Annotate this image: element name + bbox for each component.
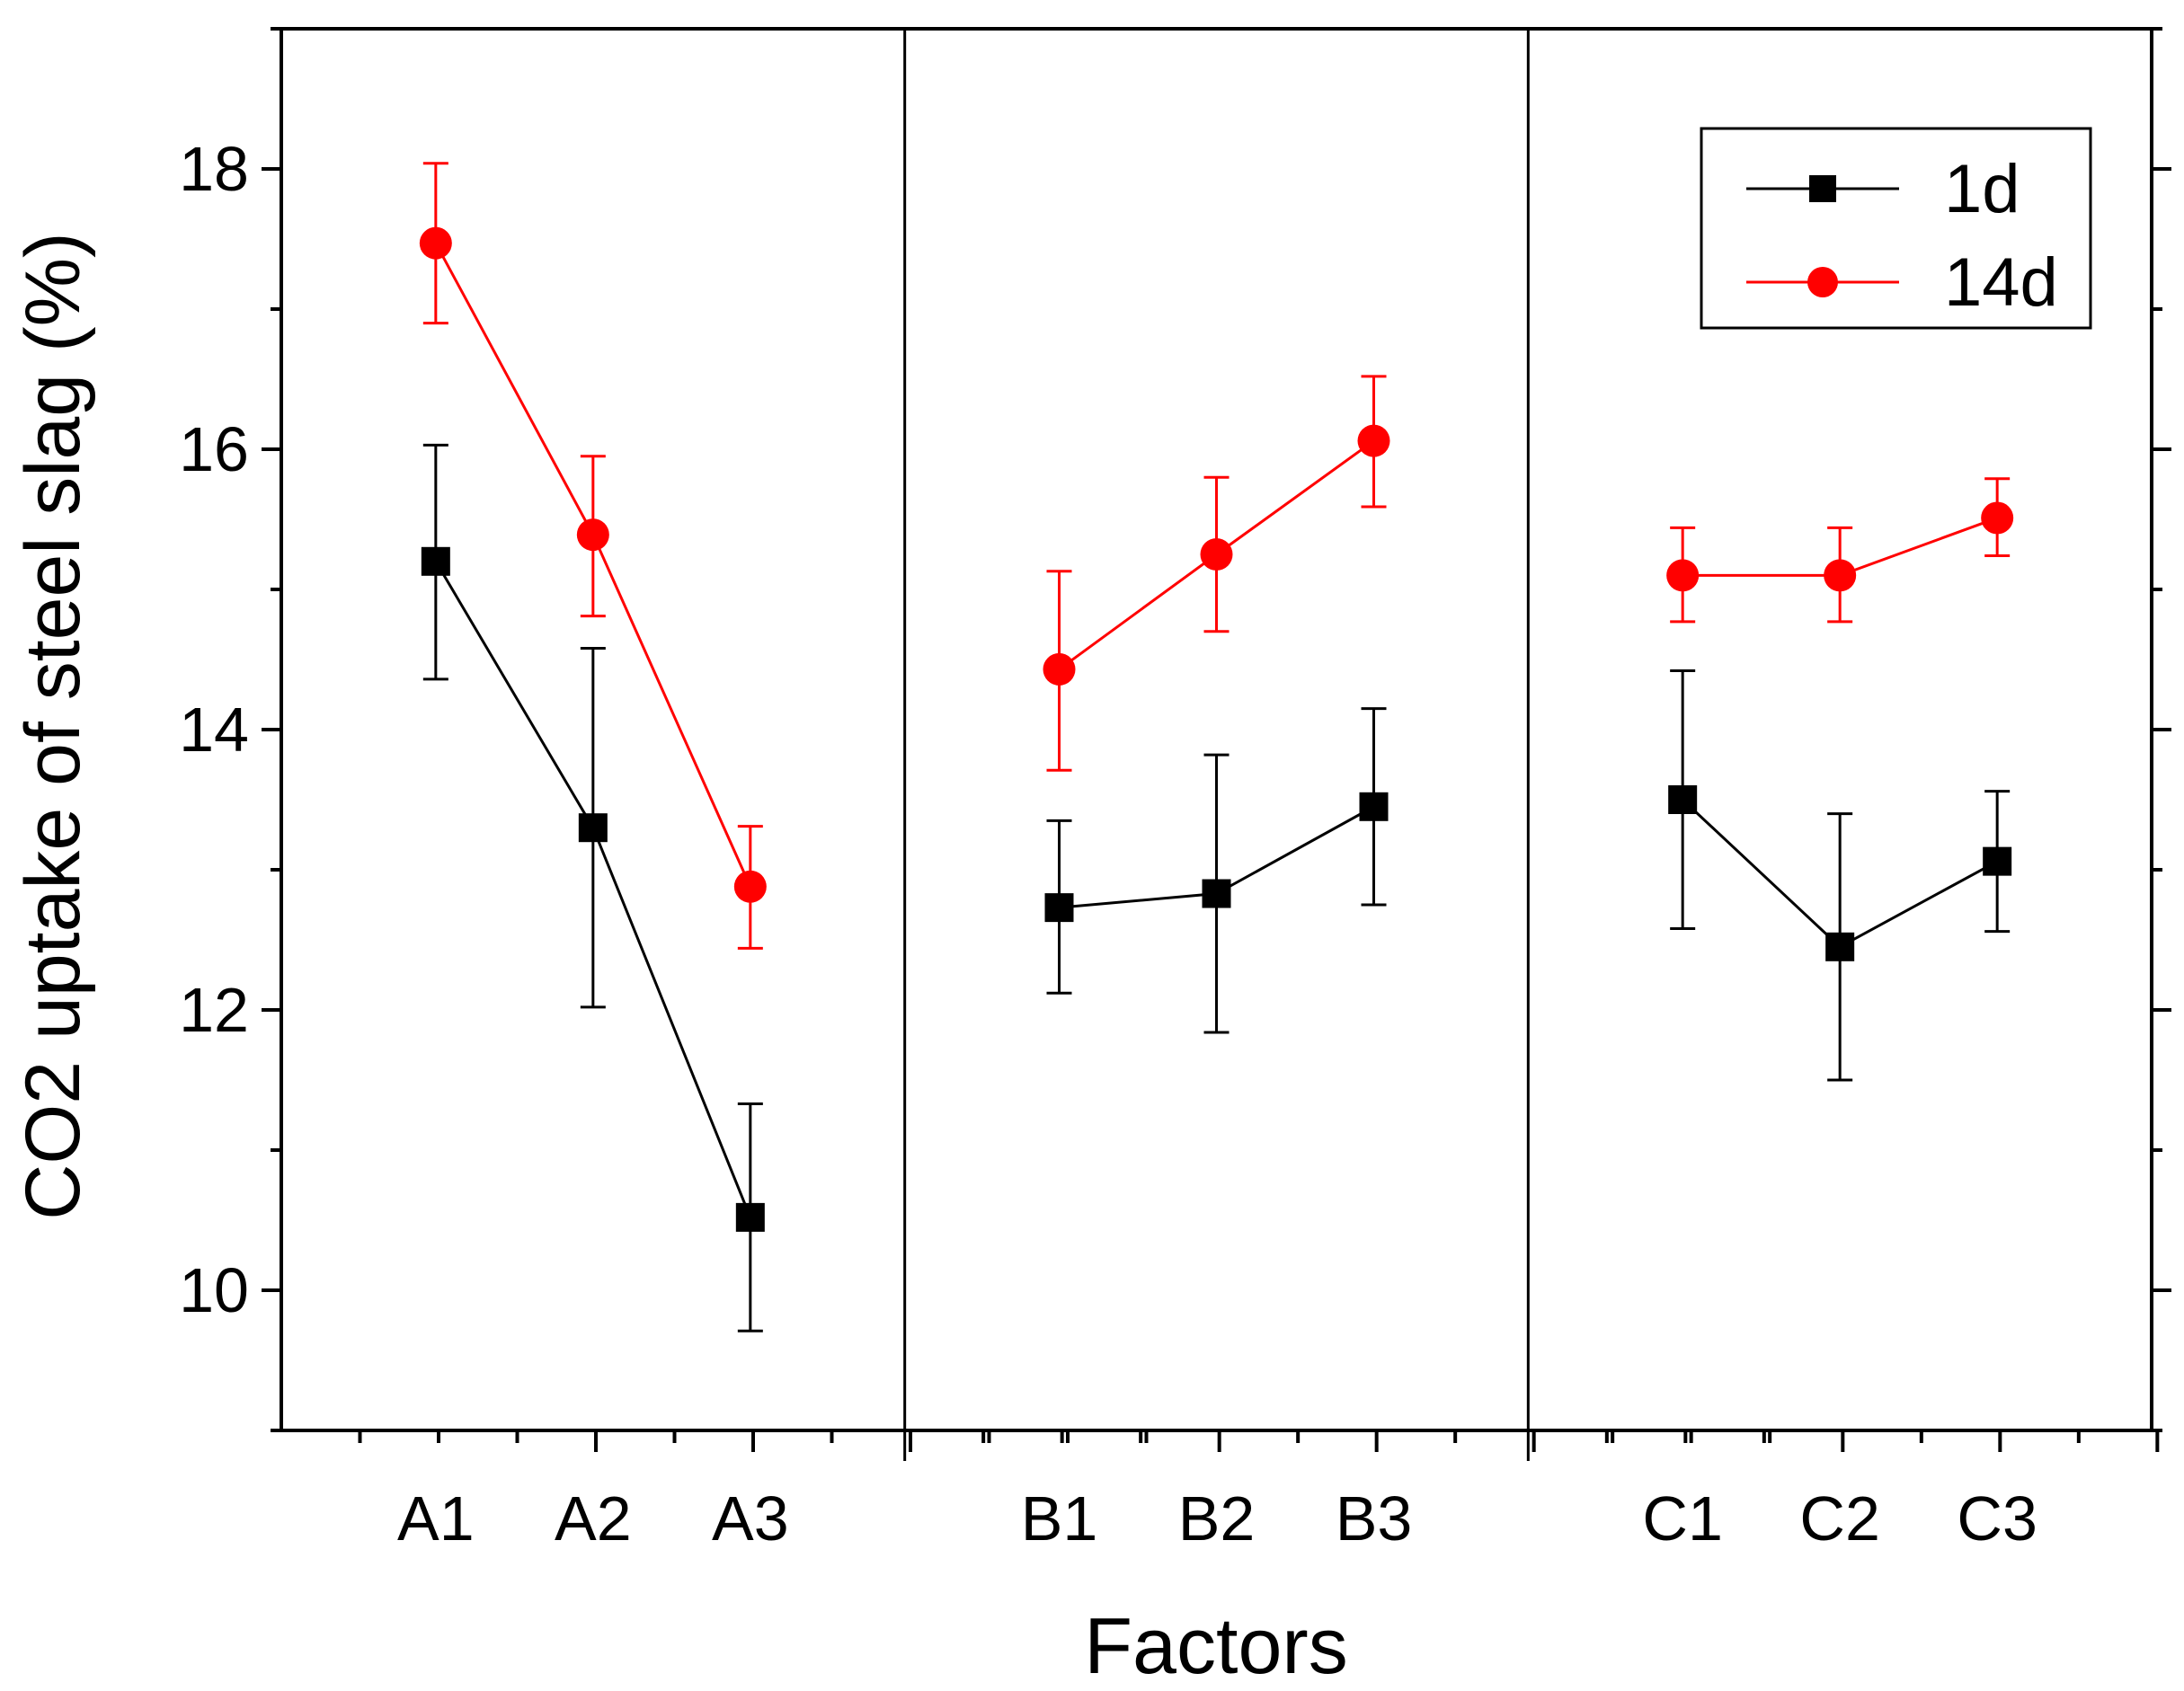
x-tick-label: A3 bbox=[712, 1483, 789, 1554]
series-1d-point bbox=[578, 813, 608, 843]
series-1d-point bbox=[1359, 792, 1389, 821]
series-1d-point bbox=[1983, 846, 2012, 876]
y-axis-ticks: 10 12 14 16 18 bbox=[179, 27, 2171, 1432]
y-axis-label: CO2 uptake of steel slag (%) bbox=[10, 232, 96, 1219]
series-14d-point bbox=[419, 226, 452, 260]
group-dividers bbox=[903, 29, 1530, 1461]
series-14d-point bbox=[1666, 559, 1700, 592]
series-1d bbox=[421, 443, 2012, 1332]
plot-frame bbox=[280, 27, 2153, 1432]
legend: 1d 14d bbox=[1700, 127, 2092, 330]
legend-label-14d: 14d bbox=[1944, 244, 2058, 321]
x-axis-label: Factors bbox=[1084, 1601, 1347, 1690]
series-14d-point bbox=[733, 870, 767, 903]
x-axis-ticks: A1 A2 A3 B1 B2 B3 C1 C2 C3 bbox=[358, 1430, 2160, 1554]
legend-marker-14d bbox=[1807, 267, 1838, 297]
y-tick-label: 10 bbox=[179, 1255, 249, 1325]
legend-box bbox=[1700, 127, 2092, 330]
y-tick-label: 14 bbox=[179, 695, 249, 765]
series-1d-point bbox=[1044, 893, 1074, 923]
legend-marker-1d bbox=[1809, 175, 1836, 202]
series-14d-point bbox=[1357, 424, 1390, 457]
legend-label-1d: 1d bbox=[1944, 151, 2020, 227]
plot-border bbox=[280, 27, 2153, 1432]
x-tick-label: B1 bbox=[1021, 1483, 1098, 1554]
series-1d-point bbox=[735, 1202, 765, 1232]
series-14d-point bbox=[576, 518, 609, 552]
x-tick-label: C3 bbox=[1957, 1483, 2037, 1554]
y-tick-label: 18 bbox=[179, 134, 249, 204]
x-tick-label: C1 bbox=[1642, 1483, 1722, 1554]
series-1d-point bbox=[421, 546, 450, 576]
y-tick-label: 16 bbox=[179, 414, 249, 484]
y-tick-label: 12 bbox=[179, 975, 249, 1045]
series-14d-point bbox=[1981, 501, 2014, 535]
x-tick-label: A1 bbox=[397, 1483, 475, 1554]
series-1d-point bbox=[1668, 785, 1698, 814]
series-14d bbox=[419, 162, 2014, 950]
series-layer bbox=[419, 162, 2014, 1332]
series-1d-point bbox=[1202, 879, 1231, 908]
x-tick-label: B2 bbox=[1178, 1483, 1256, 1554]
x-tick-label: A2 bbox=[555, 1483, 632, 1554]
x-tick-label: B3 bbox=[1336, 1483, 1413, 1554]
x-tick-label: C2 bbox=[1799, 1483, 1879, 1554]
series-14d-point bbox=[1200, 538, 1233, 571]
series-14d-point bbox=[1824, 559, 1857, 592]
series-1d-point bbox=[1825, 932, 1855, 961]
series-14d-point bbox=[1043, 652, 1076, 686]
